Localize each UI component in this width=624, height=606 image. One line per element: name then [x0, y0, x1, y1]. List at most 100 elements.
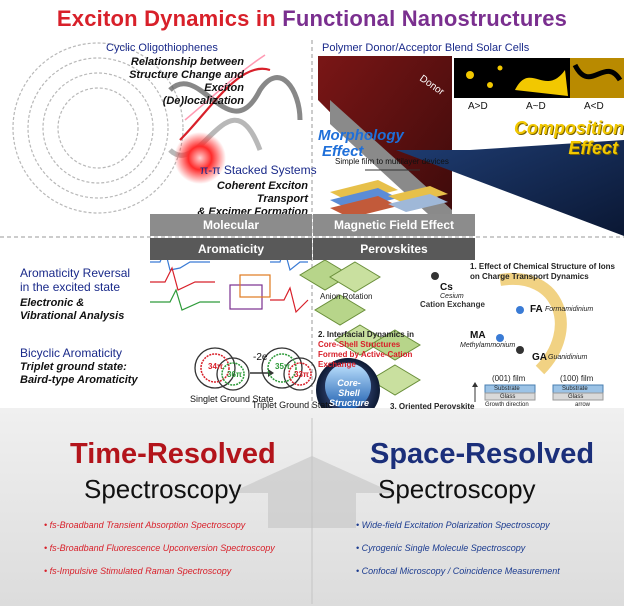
- right-technique-3: Confocal Microscopy / Coincidence Measur…: [361, 566, 560, 576]
- label-35pi: 35π: [275, 362, 291, 371]
- note-line-3: Exciton (De)localization: [162, 82, 244, 107]
- label-guanidinium: Guanidinium: [548, 354, 588, 361]
- core-shell-line-2: Structure: [328, 398, 369, 408]
- composition-effect-word: Effect: [568, 138, 618, 158]
- left-technique-2: fs-Broadband Fluorescence Upconversion S…: [49, 543, 275, 553]
- left-technique-list-item: • fs-Impulsive Stimulated Raman Spectros…: [44, 566, 232, 576]
- core-shell-line-1: Core-Shell: [337, 378, 361, 398]
- effect-1-label: 1. Effect of Chemical Structure of Ions …: [470, 262, 615, 282]
- effect-1-line-1: 1. Effect of Chemical Structure of Ions: [470, 262, 615, 271]
- label-singlet-ground-state: Singlet Ground State: [190, 394, 274, 404]
- morphology-effect: Morphology Effect: [318, 128, 404, 160]
- pi-stack-helix: [168, 54, 303, 184]
- stack-note-line-1: Coherent Exciton Transport: [216, 180, 308, 205]
- label-cesium: Cesium: [440, 293, 464, 300]
- label-bicyclic-aromaticity: Bicyclic Aromaticity: [20, 346, 123, 360]
- label-36pi: 36π: [227, 370, 243, 379]
- oriented-films: [472, 382, 604, 402]
- heading-time-resolved: Time-Resolved: [70, 438, 276, 470]
- label-34pi: 34π: [208, 362, 224, 371]
- label-substrate-2: Substrate: [562, 386, 588, 392]
- label-formamidinium: Formamidinium: [545, 306, 594, 313]
- right-technique-list-item: • Cyrogenic Single Molecule Spectroscopy: [356, 543, 526, 553]
- spectroscopy-panel-arrows: [230, 418, 394, 604]
- core-shell-sphere: [316, 358, 380, 422]
- label-cs: Cs: [440, 282, 453, 293]
- composition-images: [454, 58, 624, 98]
- triplet-line-2: Baird-type Aromaticity: [20, 374, 138, 386]
- label-cation-exchange: Cation Exchange: [420, 300, 485, 309]
- ratio-a-approx-d: A~D: [526, 101, 546, 112]
- label-cyclic-oligothiophenes: Cyclic Oligothiophenes: [106, 42, 218, 54]
- label-glass-2: Glass: [568, 394, 584, 400]
- label-methylammonium: Methylammonium: [460, 342, 516, 349]
- aromaticity-reversal-line-2: in the excited state: [20, 280, 121, 294]
- tab-molecular-arrays[interactable]: Molecular Arrays/Assemblies: [150, 214, 312, 254]
- triplet-line-1: Triplet ground state:: [20, 361, 127, 373]
- label-ga: GA: [532, 352, 547, 363]
- label-100-film: (100) film: [560, 374, 594, 383]
- title-part-functional: Functional Nanostructures: [282, 6, 568, 31]
- left-technique-list-item: • fs-Broadband Fluorescence Upconversion…: [44, 543, 275, 553]
- note-line-1: Relationship between: [130, 56, 244, 68]
- note-electronic-vibrational: Electronic & Vibrational Analysis: [20, 297, 124, 323]
- effect-2-line-4: Exchange: [318, 360, 356, 369]
- tab-aromaticity[interactable]: Aromaticity: [150, 238, 312, 260]
- ratio-a-gt-d: A>D: [468, 101, 488, 112]
- right-technique-list-item: • Wide-field Excitation Polarization Spe…: [356, 520, 550, 530]
- label-anion-rotation: Anion Rotation: [320, 292, 373, 301]
- label-pi-stacked-systems: π-π Stacked Systems: [200, 163, 317, 177]
- note-relationship: Relationship between Structure Change an…: [124, 56, 244, 108]
- label-glass-1: Glass: [500, 394, 516, 400]
- left-technique-1: fs-Broadband Transient Absorption Spectr…: [49, 520, 246, 530]
- left-technique-3: fs-Impulsive Stimulated Raman Spectrosco…: [49, 566, 232, 576]
- effect-2-line-1: 2. Interfacial Dynamics in: [318, 330, 415, 339]
- composition-word: Composition: [514, 118, 624, 138]
- label-triplet-ground-state: Triplet Ground State: [252, 400, 333, 410]
- composition-effect: Composition Effect: [514, 118, 624, 158]
- label-ma: MA: [470, 330, 486, 341]
- label-33pi: 33π: [294, 370, 310, 379]
- label-solar-cells: Polymer Donor/Acceptor Blend Solar Cells: [322, 42, 530, 54]
- label-001-film: (001) film: [492, 374, 526, 383]
- label-arrow: arrow: [575, 402, 591, 408]
- effect-3-label: 3. Oriented Perovskite: [390, 402, 475, 411]
- right-technique-list-item: • Confocal Microscopy / Coincidence Meas…: [356, 566, 560, 576]
- effect-2-label: 2. Interfacial Dynamics in Core-Shell St…: [318, 330, 414, 370]
- ratio-a-lt-d: A<D: [584, 101, 604, 112]
- left-technique-list-item: • fs-Broadband Transient Absorption Spec…: [44, 520, 246, 530]
- title-part-exciton: Exciton Dynamics in: [56, 6, 283, 31]
- label-substrate-1: Substrate: [494, 386, 520, 392]
- note-line-2: Structure Change and: [129, 69, 244, 81]
- heading-space-resolved: Space-Resolved: [370, 438, 595, 470]
- label-fa: FA: [530, 304, 543, 315]
- device-stacks: [330, 169, 448, 218]
- label-growth-direction: Growth direction: [485, 402, 529, 408]
- heading-spectroscopy-left: Spectroscopy: [84, 474, 242, 504]
- core-shell-label: Core-Shell Structure: [327, 378, 371, 408]
- effect-2-line-2: Core-Shell Structures: [318, 340, 401, 349]
- morphology-effect-word: Effect: [322, 143, 364, 160]
- electronic-line-2: Vibrational Analysis: [20, 310, 125, 322]
- cyclic-oligothiophene-rings: [12, 42, 184, 214]
- bicyclic-aromaticity: [194, 347, 317, 391]
- aromaticity-reversal-line-1: Aromaticity Reversal: [20, 266, 131, 280]
- label-simple-film: Simple film to multilayer devices: [335, 157, 449, 166]
- tab-perovskites[interactable]: Perovskites: [313, 238, 475, 260]
- right-technique-1: Wide-field Excitation Polarization Spect…: [361, 520, 550, 530]
- tab-magnetic-field[interactable]: Magnetic Field Effect: [313, 214, 475, 236]
- effect-1-line-2: on Charge Transport Dynamics: [470, 272, 589, 281]
- note-triplet-ground: Triplet ground state: Baird-type Aromati…: [20, 361, 138, 387]
- morphology-word: Morphology: [318, 127, 404, 144]
- perovskite-lattice: [299, 259, 567, 396]
- heading-spectroscopy-right: Spectroscopy: [378, 474, 536, 504]
- effect-2-line-3: Formed by Active-Cation: [318, 350, 413, 359]
- figure-title: Exciton Dynamics in Functional Nanostruc…: [0, 6, 624, 32]
- label-minus-2e: -2e: [253, 352, 268, 363]
- label-aromaticity-reversal: Aromaticity Reversal in the excited stat…: [20, 266, 130, 294]
- right-technique-2: Cyrogenic Single Molecule Spectroscopy: [361, 543, 526, 553]
- exciton-glow: [174, 132, 226, 184]
- electronic-line-1: Electronic &: [20, 297, 85, 309]
